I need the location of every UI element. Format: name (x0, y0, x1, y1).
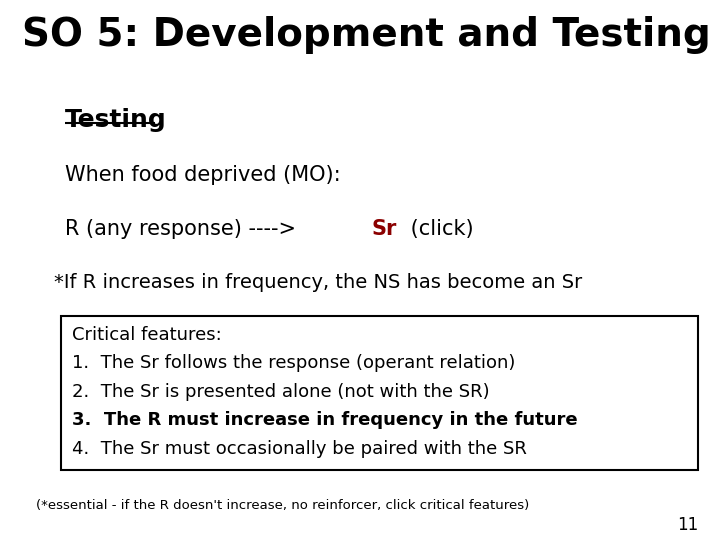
Text: Sr: Sr (372, 219, 397, 239)
Text: 11: 11 (677, 516, 698, 534)
Text: *If R increases in frequency, the NS has become an Sr: *If R increases in frequency, the NS has… (54, 273, 582, 292)
Text: R (any response) ---->: R (any response) ----> (65, 219, 302, 239)
Text: 1.  The Sr follows the response (operant relation): 1. The Sr follows the response (operant … (72, 354, 516, 372)
Text: 2.  The Sr is presented alone (not with the SR): 2. The Sr is presented alone (not with t… (72, 383, 490, 401)
Text: Critical features:: Critical features: (72, 326, 222, 343)
Text: (click): (click) (404, 219, 474, 239)
Text: 4.  The Sr must occasionally be paired with the SR: 4. The Sr must occasionally be paired wi… (72, 440, 527, 458)
Text: (*essential - if the R doesn't increase, no reinforcer, click critical features): (*essential - if the R doesn't increase,… (36, 500, 529, 512)
Text: Testing: Testing (65, 108, 166, 132)
Text: SO 5: Development and Testing of an Sr: SO 5: Development and Testing of an Sr (22, 16, 720, 54)
Text: When food deprived (MO):: When food deprived (MO): (65, 165, 341, 185)
Text: 3.  The R must increase in frequency in the future: 3. The R must increase in frequency in t… (72, 411, 577, 429)
FancyBboxPatch shape (61, 316, 698, 470)
